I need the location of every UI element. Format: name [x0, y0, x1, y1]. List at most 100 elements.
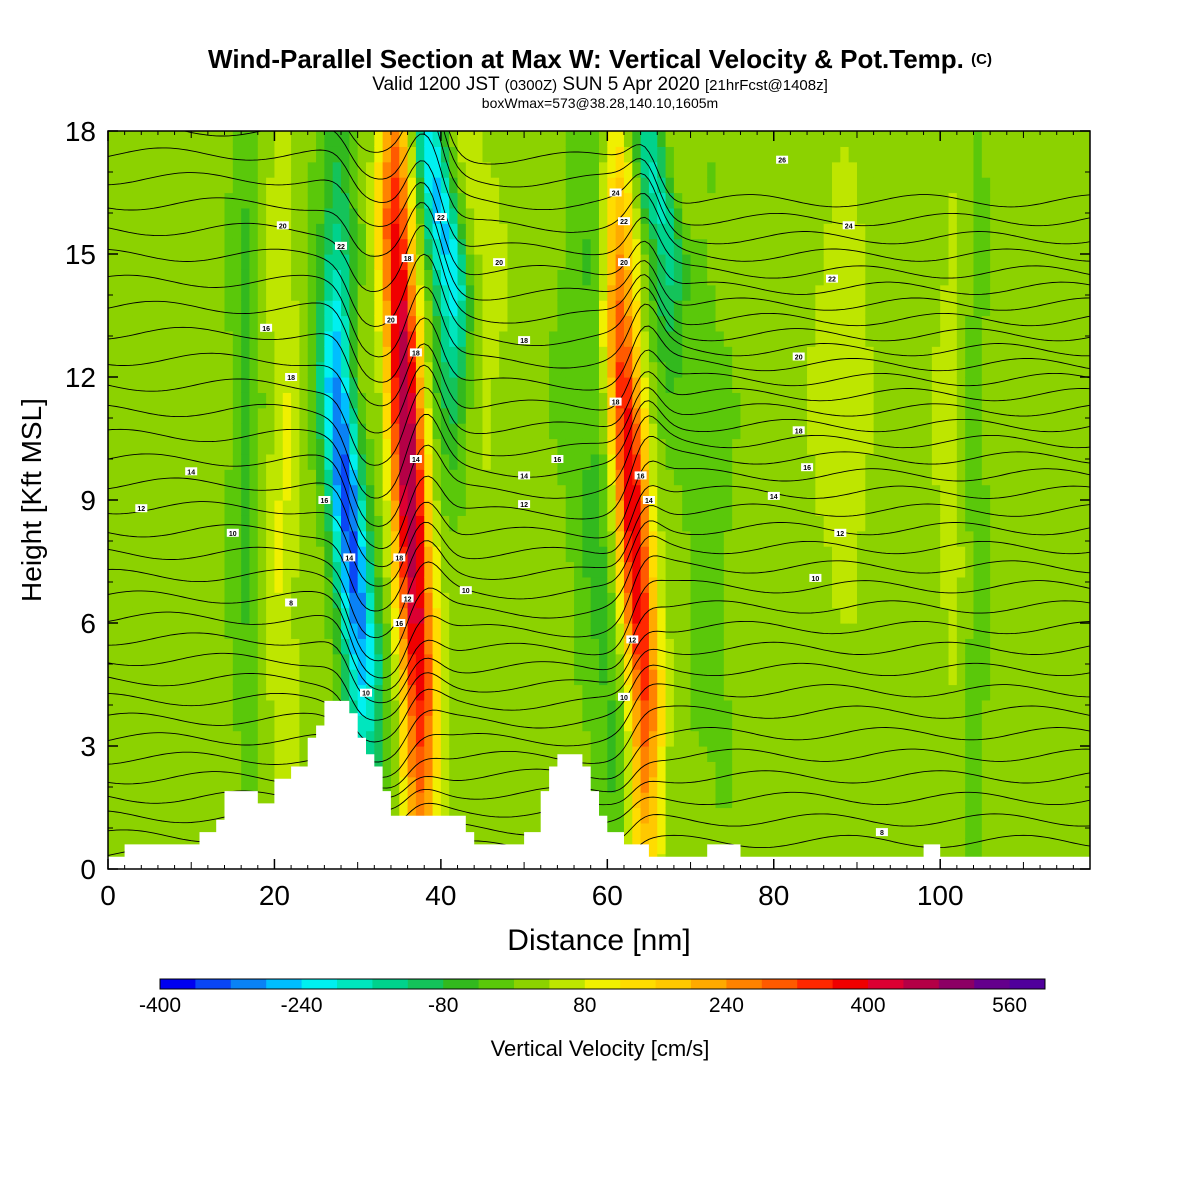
- velocity-cell: [565, 423, 575, 440]
- velocity-cell: [157, 223, 167, 240]
- velocity-cell: [349, 161, 359, 178]
- velocity-cell: [132, 638, 142, 655]
- velocity-cell: [415, 746, 425, 762]
- velocity-cell: [357, 238, 367, 255]
- velocity-cell: [782, 792, 791, 809]
- velocity-cell: [132, 699, 142, 716]
- velocity-cell: [873, 238, 883, 255]
- velocity-cell: [848, 269, 858, 286]
- velocity-cell: [632, 699, 642, 716]
- velocity-cell: [865, 453, 875, 470]
- velocity-cell: [257, 561, 267, 578]
- velocity-cell: [415, 269, 425, 286]
- velocity-cell: [157, 607, 167, 624]
- velocity-cell: [216, 530, 226, 547]
- velocity-cell: [141, 146, 151, 163]
- velocity-cell: [607, 715, 617, 732]
- velocity-cell: [241, 592, 251, 609]
- velocity-cell: [532, 453, 542, 470]
- velocity-cell: [898, 515, 908, 532]
- velocity-cell: [715, 576, 725, 593]
- velocity-cell: [881, 653, 891, 670]
- velocity-cell: [349, 623, 359, 639]
- velocity-cell: [815, 699, 825, 716]
- velocity-cell: [632, 715, 642, 732]
- velocity-cell: [773, 576, 783, 593]
- velocity-cell: [715, 361, 725, 378]
- velocity-cell: [207, 653, 217, 670]
- velocity-cell: [574, 192, 583, 209]
- velocity-cell: [590, 669, 600, 686]
- velocity-cell: [432, 776, 442, 793]
- velocity-cell: [640, 807, 650, 824]
- velocity-cell: [790, 407, 800, 424]
- velocity-cell: [316, 346, 325, 363]
- velocity-cell: [108, 792, 117, 809]
- velocity-cell: [108, 131, 117, 147]
- velocity-cell: [266, 192, 276, 209]
- velocity-cell: [482, 423, 492, 440]
- velocity-cell: [881, 453, 891, 470]
- velocity-cell: [698, 192, 708, 209]
- velocity-cell: [515, 530, 525, 547]
- velocity-cell: [590, 192, 600, 209]
- velocity-cell: [632, 315, 642, 332]
- velocity-cell: [449, 623, 459, 639]
- velocity-cell: [432, 715, 442, 732]
- velocity-cell: [965, 761, 975, 778]
- velocity-cell: [748, 699, 758, 716]
- velocity-cell: [632, 453, 642, 470]
- velocity-cell: [657, 284, 667, 301]
- velocity-cell: [865, 715, 875, 732]
- velocity-cell: [956, 192, 966, 209]
- velocity-cell: [332, 223, 342, 240]
- velocity-cell: [898, 223, 908, 240]
- velocity-cell: [182, 684, 192, 701]
- velocity-cell: [856, 392, 866, 409]
- velocity-cell: [715, 392, 725, 409]
- velocity-cell: [166, 330, 176, 347]
- velocity-cell: [815, 377, 825, 393]
- velocity-cell: [723, 546, 733, 563]
- velocity-cell: [490, 423, 500, 440]
- velocity-cell: [257, 730, 267, 747]
- velocity-cell: [848, 330, 858, 347]
- velocity-cell: [865, 131, 875, 147]
- velocity-cell: [840, 453, 850, 470]
- velocity-cell: [124, 238, 134, 255]
- velocity-cell: [291, 653, 300, 670]
- velocity-cell: [782, 146, 791, 163]
- velocity-cell: [499, 576, 509, 593]
- velocity-cell: [540, 515, 550, 532]
- velocity-cell: [349, 177, 359, 194]
- velocity-cell: [191, 546, 201, 563]
- velocity-cell: [898, 576, 908, 593]
- velocity-cell: [748, 438, 758, 455]
- velocity-cell: [407, 746, 417, 762]
- velocity-cell: [266, 146, 276, 163]
- velocity-cell: [232, 500, 242, 516]
- velocity-cell: [906, 361, 916, 378]
- velocity-cell: [898, 807, 908, 824]
- velocity-cell: [207, 438, 217, 455]
- velocity-cell: [557, 746, 567, 762]
- velocity-cell: [249, 607, 259, 624]
- velocity-cell: [349, 407, 359, 424]
- velocity-cell: [490, 776, 500, 793]
- velocity-cell: [773, 177, 783, 194]
- velocity-cell: [940, 207, 950, 224]
- velocity-cell: [798, 638, 808, 655]
- velocity-cell: [507, 761, 517, 778]
- velocity-cell: [515, 684, 525, 701]
- velocity-cell: [607, 207, 617, 224]
- velocity-cell: [282, 300, 292, 317]
- velocity-cell: [790, 561, 800, 578]
- velocity-cell: [108, 146, 117, 163]
- velocity-cell: [648, 530, 658, 547]
- velocity-cell: [698, 269, 708, 286]
- velocity-cell: [607, 254, 617, 270]
- velocity-cell: [965, 423, 975, 440]
- chart-title: Wind-Parallel Section at Max W: Vertical…: [0, 44, 1200, 75]
- velocity-cell: [432, 392, 442, 409]
- velocity-cell: [149, 207, 159, 224]
